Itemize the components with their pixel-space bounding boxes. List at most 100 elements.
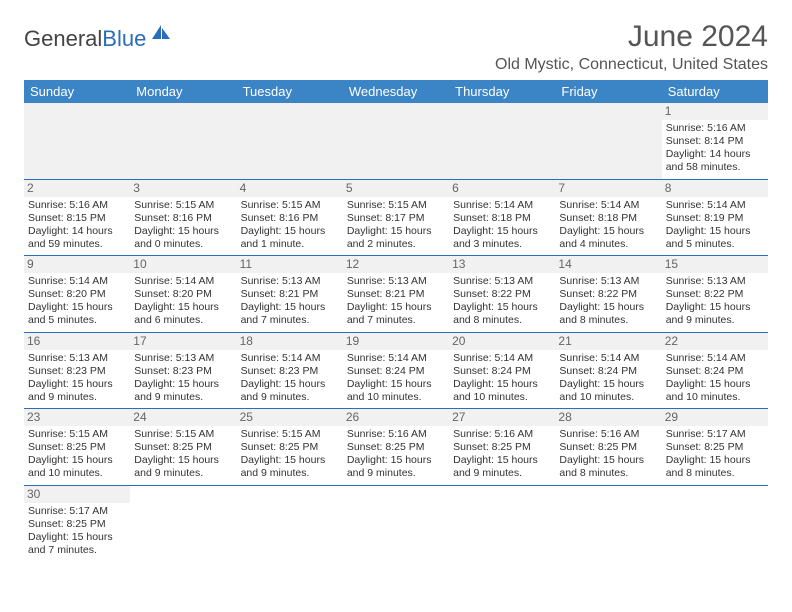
sunset-text: Sunset: 8:22 PM xyxy=(453,288,551,301)
day-number: 7 xyxy=(555,180,661,197)
calendar-day-cell: 2Sunrise: 5:16 AMSunset: 8:15 PMDaylight… xyxy=(24,179,130,256)
daylight-text: Daylight: 15 hours and 3 minutes. xyxy=(453,225,551,251)
sunset-text: Sunset: 8:16 PM xyxy=(241,212,339,225)
calendar-day-cell: 7Sunrise: 5:14 AMSunset: 8:18 PMDaylight… xyxy=(555,179,661,256)
day-number: 22 xyxy=(662,333,768,350)
daylight-text: Daylight: 15 hours and 10 minutes. xyxy=(347,378,445,404)
day-number: 28 xyxy=(555,409,661,426)
sunset-text: Sunset: 8:25 PM xyxy=(134,441,232,454)
calendar-day-cell: 6Sunrise: 5:14 AMSunset: 8:18 PMDaylight… xyxy=(449,179,555,256)
sunrise-text: Sunrise: 5:15 AM xyxy=(347,199,445,212)
calendar-week-row: 1Sunrise: 5:16 AMSunset: 8:14 PMDaylight… xyxy=(24,103,768,179)
daylight-text: Daylight: 15 hours and 9 minutes. xyxy=(453,454,551,480)
sunset-text: Sunset: 8:21 PM xyxy=(347,288,445,301)
calendar-day-cell: 27 Sunrise: 5:16 AMSunset: 8:25 PMDayligh… xyxy=(449,409,555,486)
sunset-text: Sunset: 8:25 PM xyxy=(28,518,126,531)
calendar-week-row: 16Sunrise: 5:13 AMSunset: 8:23 PMDayligh… xyxy=(24,332,768,409)
day-number: 25 xyxy=(237,409,343,426)
weekday-header: Thursday xyxy=(449,80,555,103)
calendar-empty-cell xyxy=(343,103,449,179)
day-number: 16 xyxy=(24,333,130,350)
daylight-text: Daylight: 15 hours and 8 minutes. xyxy=(559,454,657,480)
calendar-empty-cell xyxy=(130,103,236,179)
day-number: 9 xyxy=(24,256,130,273)
sunset-text: Sunset: 8:19 PM xyxy=(666,212,764,225)
day-number: 26 xyxy=(343,409,449,426)
day-number: 23 xyxy=(24,409,130,426)
daylight-text: Daylight: 15 hours and 7 minutes. xyxy=(28,531,126,557)
sunrise-text: Sunrise: 5:16 AM xyxy=(559,428,657,441)
calendar-day-cell: 18Sunrise: 5:14 AMSunset: 8:23 PMDayligh… xyxy=(237,332,343,409)
day-number: 3 xyxy=(130,180,236,197)
sunset-text: Sunset: 8:23 PM xyxy=(241,365,339,378)
calendar-empty-cell xyxy=(555,485,661,561)
day-number: 11 xyxy=(237,256,343,273)
calendar-day-cell: 10Sunrise: 5:14 AMSunset: 8:20 PMDayligh… xyxy=(130,256,236,333)
sunrise-text: Sunrise: 5:15 AM xyxy=(241,428,339,441)
daylight-text: Daylight: 15 hours and 8 minutes. xyxy=(559,301,657,327)
sunset-text: Sunset: 8:25 PM xyxy=(241,441,339,454)
day-number: 13 xyxy=(449,256,555,273)
calendar-day-cell: 25Sunrise: 5:15 AMSunset: 8:25 PMDayligh… xyxy=(237,409,343,486)
calendar-week-row: 9Sunrise: 5:14 AMSunset: 8:20 PMDaylight… xyxy=(24,256,768,333)
daylight-text: Daylight: 15 hours and 9 minutes. xyxy=(134,378,232,404)
sunrise-text: Sunrise: 5:16 AM xyxy=(347,428,445,441)
calendar-day-cell: 24Sunrise: 5:15 AMSunset: 8:25 PMDayligh… xyxy=(130,409,236,486)
sunset-text: Sunset: 8:21 PM xyxy=(241,288,339,301)
sunrise-text: Sunrise: 5:14 AM xyxy=(28,275,126,288)
sunrise-text: Sunrise: 5:16 AM xyxy=(453,428,551,441)
calendar-week-row: 23Sunrise: 5:15 AMSunset: 8:25 PMDayligh… xyxy=(24,409,768,486)
daylight-text: Daylight: 15 hours and 9 minutes. xyxy=(241,378,339,404)
daylight-text: Daylight: 15 hours and 9 minutes. xyxy=(666,301,764,327)
day-number: 14 xyxy=(555,256,661,273)
calendar-day-cell: 28 Sunrise: 5:16 AMSunset: 8:25 PMDayligh… xyxy=(555,409,661,486)
sunset-text: Sunset: 8:25 PM xyxy=(453,441,551,454)
calendar-week-row: 2Sunrise: 5:16 AMSunset: 8:15 PMDaylight… xyxy=(24,179,768,256)
sunrise-text: Sunrise: 5:14 AM xyxy=(453,199,551,212)
day-number: 29 xyxy=(662,409,768,426)
sunrise-text: Sunrise: 5:13 AM xyxy=(453,275,551,288)
calendar-empty-cell xyxy=(449,103,555,179)
weekday-header-row: SundayMondayTuesdayWednesdayThursdayFrid… xyxy=(24,80,768,103)
daylight-text: Daylight: 15 hours and 7 minutes. xyxy=(241,301,339,327)
sunrise-text: Sunrise: 5:14 AM xyxy=(453,352,551,365)
sunset-text: Sunset: 8:24 PM xyxy=(666,365,764,378)
sunrise-text: Sunrise: 5:14 AM xyxy=(666,352,764,365)
daylight-text: Daylight: 15 hours and 7 minutes. xyxy=(347,301,445,327)
sunrise-text: Sunrise: 5:14 AM xyxy=(134,275,232,288)
location-subtitle: Old Mystic, Connecticut, United States xyxy=(495,56,768,74)
calendar-day-cell: 8Sunrise: 5:14 AMSunset: 8:19 PMDaylight… xyxy=(662,179,768,256)
calendar-day-cell: 14Sunrise: 5:13 AMSunset: 8:22 PMDayligh… xyxy=(555,256,661,333)
sunrise-text: Sunrise: 5:17 AM xyxy=(666,428,764,441)
sunset-text: Sunset: 8:16 PM xyxy=(134,212,232,225)
day-number: 20 xyxy=(449,333,555,350)
day-number: 6 xyxy=(449,180,555,197)
calendar-empty-cell xyxy=(24,103,130,179)
sunset-text: Sunset: 8:25 PM xyxy=(28,441,126,454)
calendar-empty-cell xyxy=(237,103,343,179)
calendar-day-cell: 1Sunrise: 5:16 AMSunset: 8:14 PMDaylight… xyxy=(662,103,768,179)
sunrise-text: Sunrise: 5:14 AM xyxy=(241,352,339,365)
day-number: 15 xyxy=(662,256,768,273)
daylight-text: Daylight: 15 hours and 8 minutes. xyxy=(453,301,551,327)
weekday-header: Friday xyxy=(555,80,661,103)
sunrise-text: Sunrise: 5:15 AM xyxy=(28,428,126,441)
day-number: 27 xyxy=(449,409,555,426)
calendar-day-cell: 9Sunrise: 5:14 AMSunset: 8:20 PMDaylight… xyxy=(24,256,130,333)
calendar-week-row: 30Sunrise: 5:17 AMSunset: 8:25 PMDayligh… xyxy=(24,485,768,561)
daylight-text: Daylight: 15 hours and 0 minutes. xyxy=(134,225,232,251)
sunrise-text: Sunrise: 5:14 AM xyxy=(347,352,445,365)
calendar-empty-cell xyxy=(237,485,343,561)
sunset-text: Sunset: 8:24 PM xyxy=(559,365,657,378)
calendar-day-cell: 29Sunrise: 5:17 AMSunset: 8:25 PMDayligh… xyxy=(662,409,768,486)
daylight-text: Daylight: 15 hours and 10 minutes. xyxy=(453,378,551,404)
calendar-day-cell: 20Sunrise: 5:14 AMSunset: 8:24 PMDayligh… xyxy=(449,332,555,409)
weekday-header: Monday xyxy=(130,80,236,103)
daylight-text: Daylight: 15 hours and 5 minutes. xyxy=(28,301,126,327)
sunrise-text: Sunrise: 5:15 AM xyxy=(241,199,339,212)
sunrise-text: Sunrise: 5:16 AM xyxy=(28,199,126,212)
daylight-text: Daylight: 15 hours and 9 minutes. xyxy=(347,454,445,480)
day-number: 24 xyxy=(130,409,236,426)
calendar-day-cell: 12Sunrise: 5:13 AMSunset: 8:21 PMDayligh… xyxy=(343,256,449,333)
sunset-text: Sunset: 8:25 PM xyxy=(559,441,657,454)
